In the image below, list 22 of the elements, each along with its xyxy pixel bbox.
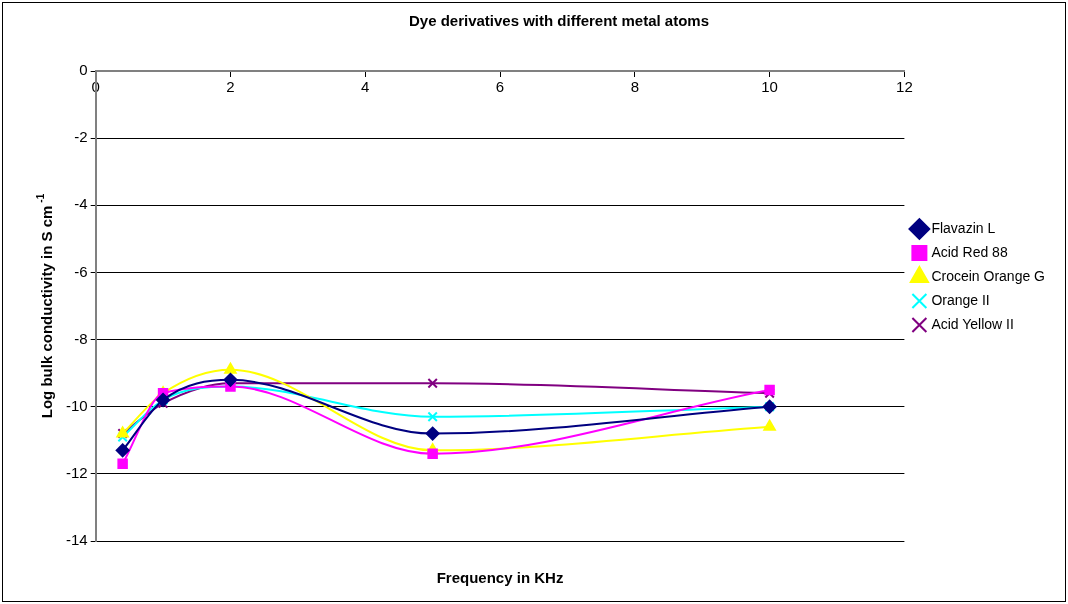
x-tick-label: 4 [361, 78, 370, 96]
y-tick-label: -12 [65, 464, 88, 481]
y-tick-label: -2 [74, 128, 88, 146]
x-tick-label: 8 [630, 78, 639, 96]
y-tick-label: -8 [74, 329, 88, 347]
y-tick-label: -14 [65, 531, 88, 549]
chart-title: Dye derivatives with different metal atoms [408, 12, 710, 30]
y-tick-label: -10 [65, 396, 88, 414]
y-tick-label: -6 [74, 262, 88, 280]
y-tick-label: 0 [79, 61, 88, 79]
legend-label: Flavazin L [931, 219, 996, 236]
x-tick-label: 10 [761, 78, 778, 96]
legend-label: Orange II [931, 291, 990, 308]
y-tick-label: -4 [74, 195, 88, 213]
legend-label: Acid Red 88 [931, 243, 1008, 260]
x-tick-label: 12 [896, 78, 913, 96]
y-axis-title: Log bulk conductivity in S cm-1 [35, 193, 56, 419]
x-tick-label: 2 [226, 78, 235, 96]
legend-label: Crocein Orange G [931, 267, 1045, 284]
x-axis-title: Frequency in KHz [436, 569, 564, 587]
x-tick-label: 6 [495, 78, 505, 96]
legend-label: Acid Yellow II [931, 315, 1014, 332]
